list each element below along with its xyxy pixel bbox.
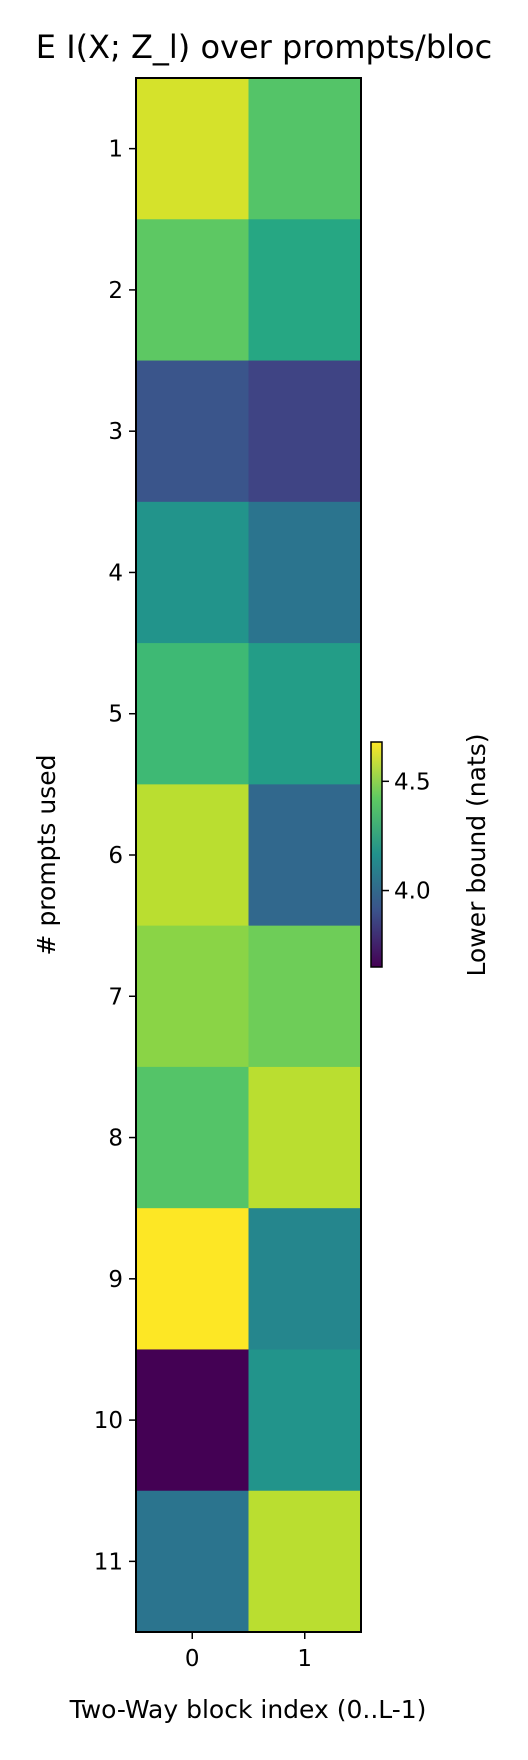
y-tick-label: 3 <box>108 419 123 445</box>
colorbar-label: Lower bound (nats) <box>462 733 491 976</box>
y-tick-label: 2 <box>108 278 123 304</box>
y-tick-label: 7 <box>108 984 123 1010</box>
y-axis-label: # prompts used <box>32 755 61 956</box>
heatmap-cell <box>136 1490 249 1633</box>
heatmap-cell <box>136 1066 249 1209</box>
colorbar-tick-label: 4.0 <box>394 879 431 905</box>
colorbar-ticks: 4.0 4.5 <box>382 769 431 905</box>
heatmap-cell <box>136 78 249 220</box>
x-tick-label: 1 <box>297 1646 312 1672</box>
y-tick-label: 1 <box>108 137 123 163</box>
heatmap-cell <box>248 78 362 220</box>
heatmap-cell <box>136 1349 249 1492</box>
heatmap-cell <box>136 501 249 644</box>
heatmap-cell <box>248 219 362 362</box>
chart-title: E I(X; Z_l) over prompts/bloc <box>36 28 492 66</box>
y-tick-label: 5 <box>108 702 123 728</box>
colorbar <box>370 741 383 968</box>
y-tick-label: 10 <box>94 1408 123 1434</box>
heatmap-cell <box>248 501 362 644</box>
heatmap-cell <box>248 784 362 927</box>
heatmap-cell <box>248 1490 362 1633</box>
heatmap-cell <box>136 360 249 503</box>
heatmap-cells <box>136 78 362 1633</box>
heatmap-cell <box>136 1208 249 1350</box>
x-tick-label: 0 <box>185 1646 200 1672</box>
heatmap-cell <box>248 925 362 1068</box>
heatmap-cell <box>248 643 362 785</box>
y-tick-label: 6 <box>108 843 123 869</box>
heatmap-cell <box>136 219 249 362</box>
x-axis-label: Two-Way block index (0..L-1) <box>69 1695 427 1724</box>
y-tick-label: 11 <box>94 1549 123 1575</box>
heatmap-cell <box>248 360 362 503</box>
heatmap-cell <box>136 784 249 927</box>
y-axis-ticks: 1 2 3 4 5 6 7 8 9 10 11 <box>94 137 136 1575</box>
heatmap-cell <box>136 643 249 785</box>
heatmap-cell <box>136 925 249 1068</box>
y-tick-label: 8 <box>108 1126 123 1152</box>
heatmap-cell <box>248 1349 362 1492</box>
heatmap-cell <box>248 1208 362 1350</box>
colorbar-tick-label: 4.5 <box>394 769 431 795</box>
y-tick-label: 4 <box>108 560 123 586</box>
y-tick-label: 9 <box>108 1267 123 1293</box>
heatmap-cell <box>248 1066 362 1209</box>
